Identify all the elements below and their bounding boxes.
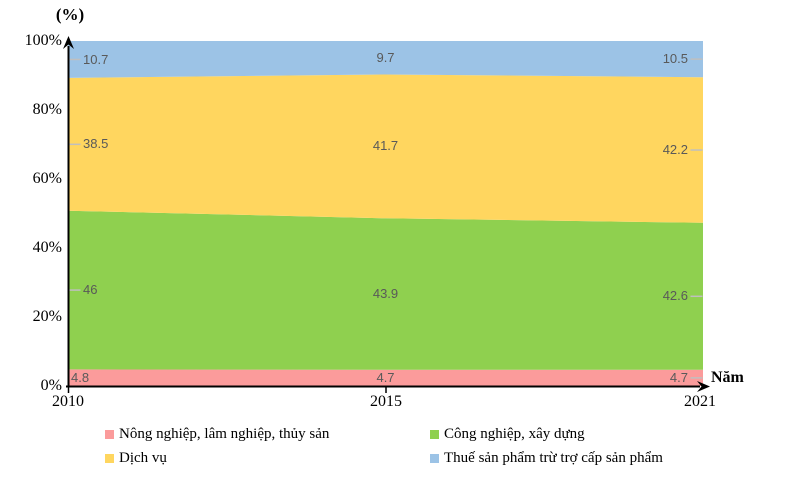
value-label: 42.6 (662, 288, 688, 304)
y-tick-100: 100% (24, 32, 62, 49)
legend-label: Công nghiệp, xây dựng (444, 426, 585, 442)
value-label: 38.5 (83, 136, 109, 152)
x-axis-arrow-icon (697, 381, 710, 392)
value-label: 43.9 (372, 286, 399, 302)
value-label: 4.7 (669, 369, 688, 385)
legend-item-agriculture: Nông nghiệp, lâm nghiệp, thủy sản (105, 426, 329, 442)
value-label: 41.7 (372, 138, 399, 154)
legend-item-services: Dịch vụ (105, 450, 167, 466)
agriculture-swatch-icon (105, 429, 114, 439)
taxes-swatch-icon (430, 453, 439, 463)
x-tick-2015: 2015 (370, 393, 402, 410)
value-label: 10.7 (83, 51, 109, 67)
x-tick-2010: 2010 (52, 393, 84, 410)
services-swatch-icon (105, 453, 114, 463)
area-series-2 (68, 74, 703, 223)
value-label: 4.7 (376, 369, 395, 385)
y-tick-0: 0% (40, 377, 62, 394)
legend-label: Nông nghiệp, lâm nghiệp, thủy sản (119, 426, 330, 442)
legend-item-taxes: Thuế sản phẩm trừ trợ cấp sản phẩm (430, 450, 663, 466)
value-label: 9.7 (376, 49, 395, 65)
y-axis-arrow-icon (63, 36, 74, 49)
x-tick-2021: 2021 (684, 393, 716, 410)
area-series-0 (68, 369, 703, 386)
industry-swatch-icon (430, 429, 439, 439)
value-label: 46 (83, 282, 98, 298)
y-tick-40: 40% (32, 239, 62, 256)
value-label: 4.8 (71, 369, 90, 385)
y-tick-60: 60% (32, 170, 62, 187)
area-series-3 (68, 41, 703, 78)
y-tick-80: 80% (32, 101, 62, 118)
value-label: 10.5 (662, 51, 688, 67)
area-series-1 (68, 210, 703, 370)
y-axis-title: (%) (55, 5, 85, 24)
legend-item-industry: Công nghiệp, xây dựng (430, 426, 585, 442)
value-label: 42.2 (662, 142, 688, 157)
x-axis-title: Năm (711, 369, 744, 386)
y-tick-20: 20% (32, 308, 62, 325)
legend-label: Thuế sản phẩm trừ trợ cấp sản phẩm (444, 450, 663, 466)
legend-label: Dịch vụ (119, 450, 167, 466)
